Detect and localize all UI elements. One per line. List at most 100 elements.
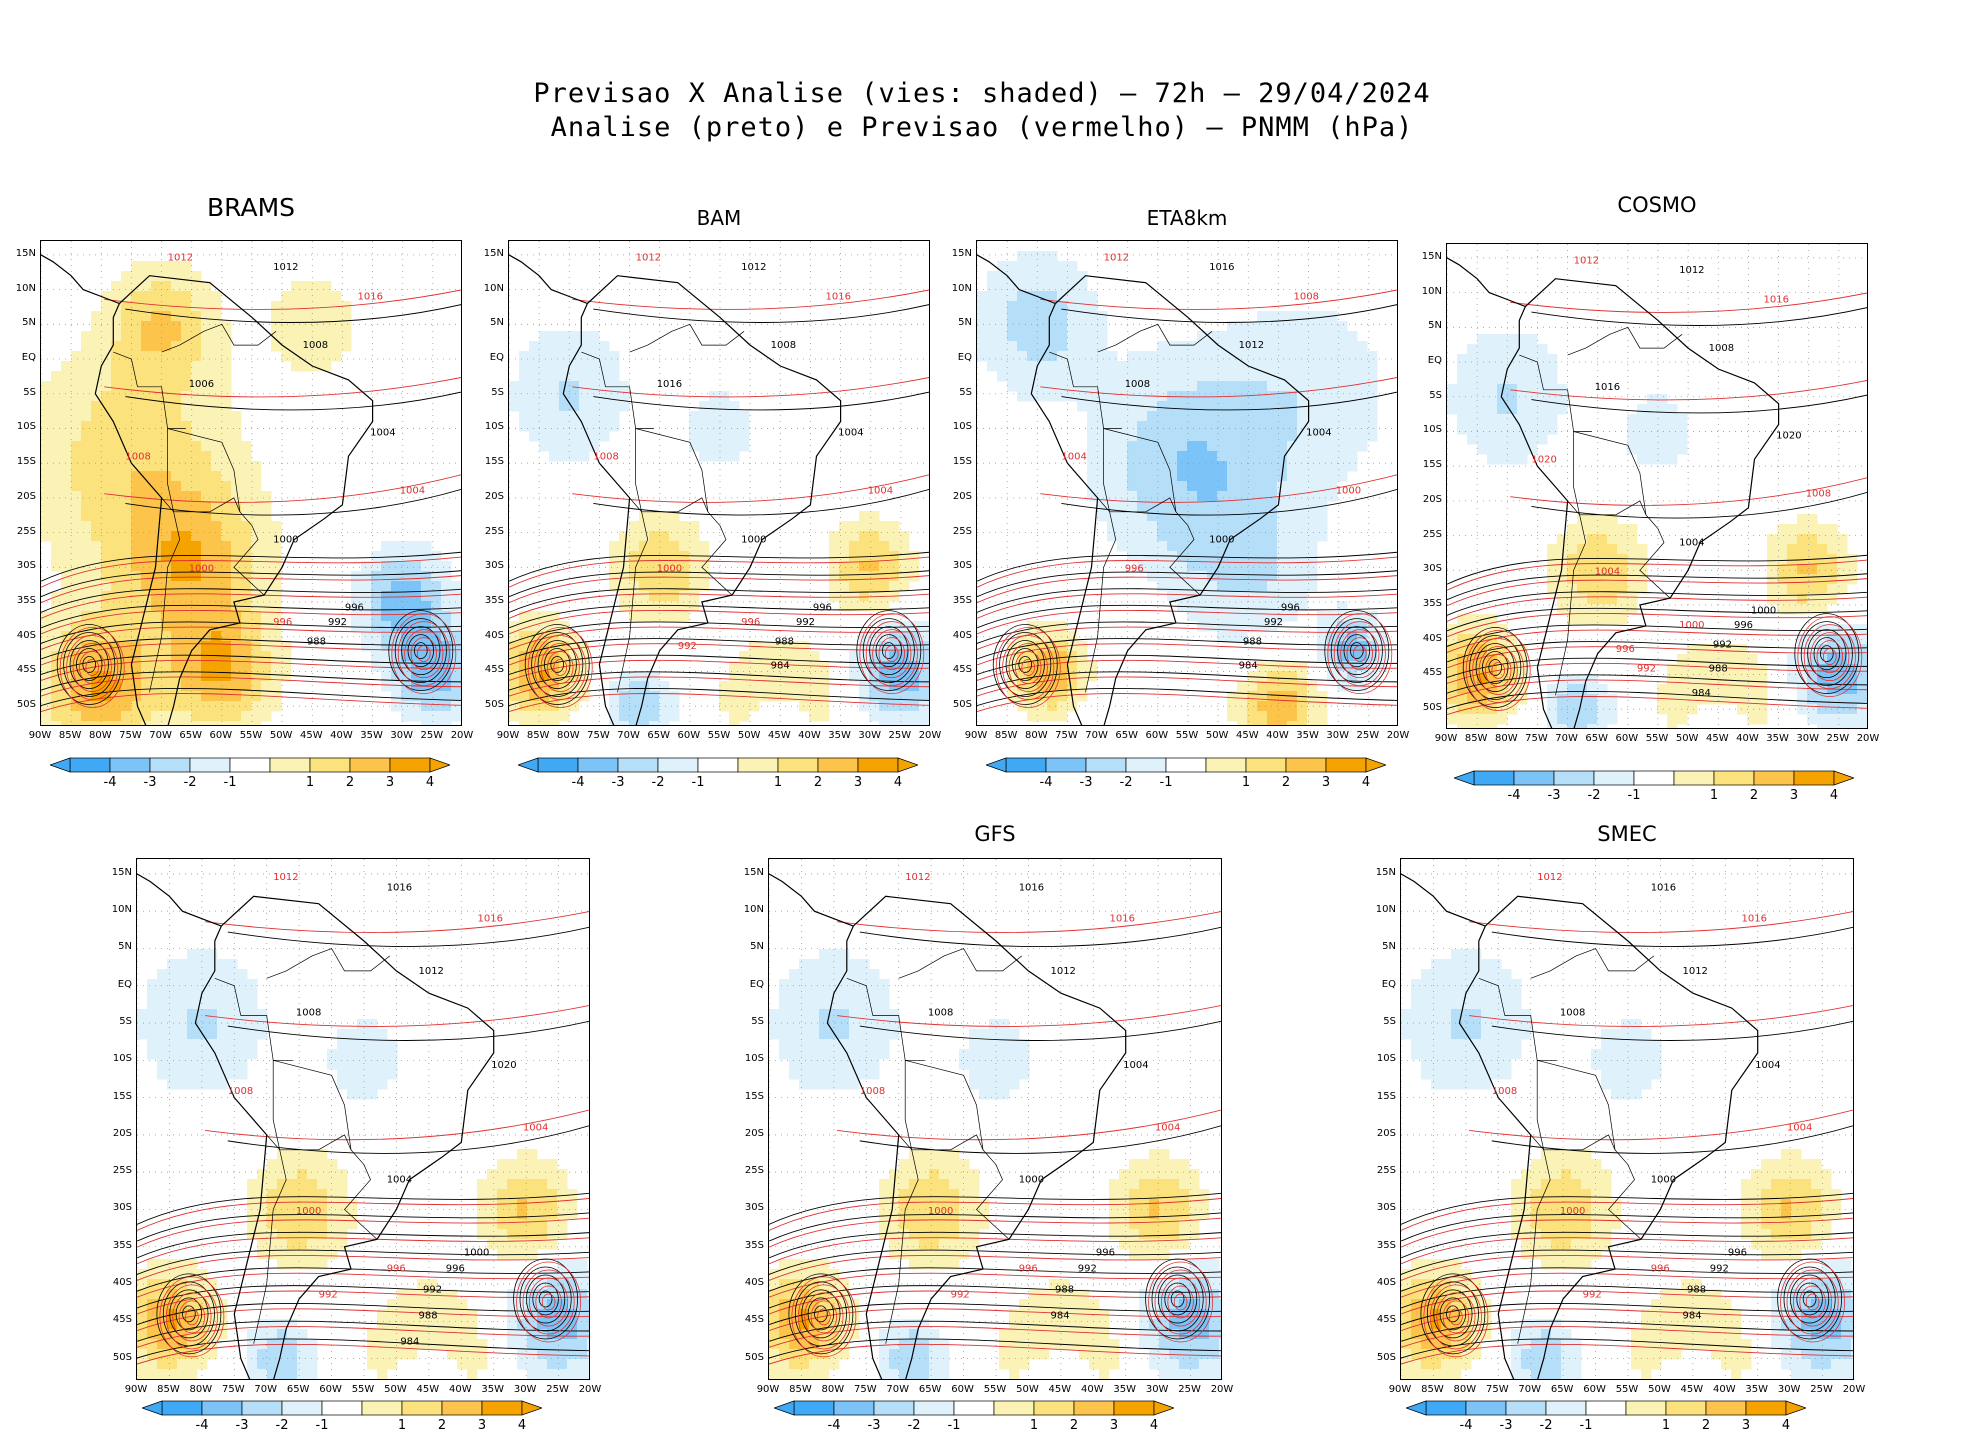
lat-label: 15N: [474, 248, 504, 259]
colorbar-swatch: [1706, 1401, 1746, 1415]
lon-label: 40W: [1262, 730, 1292, 741]
forecast-isobar-label: 1012: [1574, 255, 1599, 266]
colorbar-swatch: [1166, 758, 1206, 772]
lat-label: 5N: [1412, 320, 1442, 331]
analysis-isobar-label: 992: [1713, 639, 1732, 650]
lon-label: 80W: [1021, 730, 1051, 741]
forecast-isobar-label: 992: [1637, 664, 1656, 675]
forecast-isobar-label: 996: [1019, 1263, 1038, 1274]
analysis-isobar-label: 1020: [491, 1060, 516, 1071]
lon-label: 55W: [980, 1384, 1010, 1395]
colorbar-tick-label: -3: [862, 1418, 886, 1433]
analysis-isobar: [1531, 307, 1868, 325]
lat-label: 30S: [942, 560, 972, 571]
lat-label: 20S: [1412, 494, 1442, 505]
analysis-isobar-label: 1000: [1651, 1175, 1676, 1186]
lon-label: 50W: [1202, 730, 1232, 741]
lat-label: 20S: [102, 1128, 132, 1139]
forecast-isobar-label: 1000: [657, 563, 682, 574]
analysis-isobar-label: 1012: [1239, 340, 1264, 351]
colorbar-tick-label: -1: [1154, 775, 1178, 790]
lon-label: 65W: [1547, 1384, 1577, 1395]
lat-label: 10S: [6, 421, 36, 432]
lon-label: 25W: [1807, 1384, 1837, 1395]
forecast-isobar-label: 1008: [228, 1086, 253, 1097]
central-america-outline: [1401, 863, 1485, 926]
colorbar-tick-label: -1: [218, 775, 242, 790]
lon-label: 60W: [674, 730, 704, 741]
lon-label: 25W: [417, 730, 447, 741]
lat-label: 20S: [6, 491, 36, 502]
analysis-isobar-label: 996: [1281, 602, 1300, 613]
colorbar-swatch: [1074, 1401, 1114, 1415]
lat-label: 5S: [1366, 1016, 1396, 1027]
lon-label: 65W: [1112, 730, 1142, 741]
map-svg-cosmo: 1012100810161020100410009969929889841012…: [1447, 244, 1868, 729]
colorbar-swatch: [1674, 771, 1714, 785]
analysis-isobar-label: 1016: [1209, 262, 1234, 273]
analysis-isobar-label: 1008: [1125, 379, 1150, 390]
lon-label: 45W: [1702, 733, 1732, 744]
analysis-isobar-label: 1012: [418, 966, 443, 977]
colorbar-swatch: [362, 1401, 402, 1415]
lon-label: 65W: [283, 1384, 313, 1395]
lat-label: 35S: [942, 595, 972, 606]
forecast-isobar-label: 1008: [593, 452, 618, 463]
lon-label: 35W: [825, 730, 855, 741]
colorbar-swatch: [1666, 1401, 1706, 1415]
lon-label: 85W: [1417, 1384, 1447, 1395]
forecast-isobar-label: 1004: [1595, 566, 1620, 577]
lat-label: 10N: [1412, 286, 1442, 297]
lon-label: 85W: [785, 1384, 815, 1395]
lon-label: 65W: [176, 730, 206, 741]
analysis-isobar: [1531, 395, 1868, 413]
lon-label: 70W: [883, 1384, 913, 1395]
analysis-isobar-label: 984: [771, 661, 790, 672]
lon-label: 45W: [1232, 730, 1262, 741]
lon-label: 80W: [186, 1384, 216, 1395]
lon-label: 55W: [236, 730, 266, 741]
central-america-outline: [769, 863, 853, 926]
lat-label: 15N: [102, 867, 132, 878]
lat-label: 15S: [1412, 459, 1442, 470]
border-line: [319, 1135, 351, 1150]
analysis-isobar-label: 1006: [189, 379, 214, 390]
colorbar-swatch: [1034, 1401, 1074, 1415]
border-line: [1531, 949, 1654, 979]
lat-label: 45S: [6, 664, 36, 675]
border-line: [273, 1060, 318, 1150]
lat-label: 25S: [102, 1165, 132, 1176]
colorbar-tick-label: 2: [1694, 1418, 1718, 1433]
lon-label: 70W: [1515, 1384, 1545, 1395]
lat-label: 5N: [1366, 941, 1396, 952]
analysis-isobar-label: 996: [1096, 1248, 1115, 1259]
forecast-isobar-label: 996: [1125, 563, 1144, 574]
colorbar-arrow-left: [986, 758, 1006, 772]
colorbar-arrow-right: [1834, 771, 1854, 785]
map-svg-panel5: 1016101210081020100410009969929889841012…: [137, 859, 590, 1380]
analysis-isobar-label: 984: [1682, 1310, 1701, 1321]
colorbar-swatch: [874, 1401, 914, 1415]
lat-label: 35S: [102, 1240, 132, 1251]
lon-label: 45W: [1677, 1384, 1707, 1395]
colorbar-swatch: [1466, 1401, 1506, 1415]
lat-label: 10N: [1366, 904, 1396, 915]
colorbar-tick-label: -4: [1034, 775, 1058, 790]
lon-label: 40W: [1732, 733, 1762, 744]
colorbar-tick-label: 3: [846, 775, 870, 790]
lon-label: 45W: [413, 1384, 443, 1395]
forecast-isobar-label: 992: [1583, 1289, 1602, 1300]
lon-label: 90W: [1385, 1384, 1415, 1395]
lon-label: 35W: [1763, 733, 1793, 744]
colorbar-swatch: [994, 1401, 1034, 1415]
lon-label: 45W: [296, 730, 326, 741]
colorbar-tick-label: -1: [686, 775, 710, 790]
lon-label: 50W: [1644, 1384, 1674, 1395]
forecast-isobar-label: 1012: [636, 252, 661, 263]
colorbar-swatch: [1286, 758, 1326, 772]
lon-label: 65W: [915, 1384, 945, 1395]
lon-label: 55W: [348, 1384, 378, 1395]
lat-label: 50S: [1366, 1352, 1396, 1363]
forecast-isobar-label: 1016: [826, 291, 851, 302]
